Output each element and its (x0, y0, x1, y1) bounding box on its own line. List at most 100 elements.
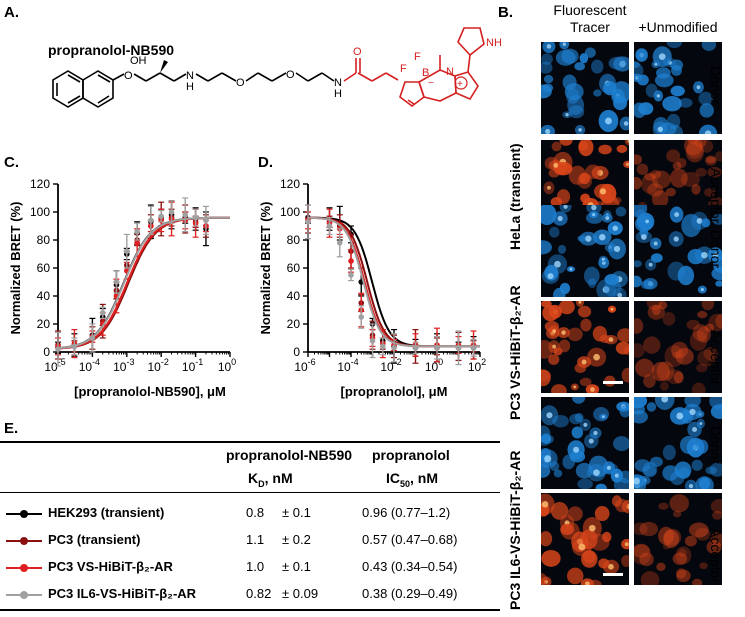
charge-minus: − (428, 78, 434, 89)
data-point (379, 343, 386, 350)
group-label-hela: HeLa (transient) (507, 143, 523, 250)
x-axis-label: [propranolol-NB590], μM (74, 384, 226, 399)
table-top-rule (0, 441, 500, 443)
data-point (55, 346, 61, 352)
stereo-wedge (160, 60, 168, 73)
linker-chain (112, 72, 335, 82)
fit-curve-4 (57, 216, 230, 350)
x-axis-label: [propranolol], μM (341, 384, 448, 399)
atom-n-ring: N (446, 66, 454, 78)
row-ic50-4: 0.38 (0.29–0.49) (362, 586, 458, 601)
row-name-3: PC3 VS-HiBiT-β₂-AR (48, 559, 173, 574)
donor-image-1-2 (634, 42, 722, 134)
data-point (182, 212, 189, 218)
atom-n-amine: N (186, 70, 194, 82)
data-point (148, 217, 154, 224)
donor-image-3-2 (634, 205, 722, 297)
y-axis-label: Normalized BRET (%) (8, 202, 23, 335)
fit-curve-2 (307, 216, 480, 348)
col-header-tracer-line2: Tracer (570, 19, 610, 35)
data-point (89, 335, 96, 341)
row-ic50-3: 0.43 (0.34–0.54) (362, 559, 458, 574)
atom-b: B (422, 67, 429, 79)
data-point (470, 345, 477, 351)
atom-h-amide: H (334, 88, 342, 100)
x-tick-label: 10-4 (79, 357, 100, 374)
legend-marker-4 (6, 591, 42, 599)
compound-name: propranolol-NB590 (48, 42, 175, 58)
naphthalene-ring (52, 70, 114, 108)
y-tick-label: 20 (287, 317, 301, 331)
data-point (412, 345, 419, 351)
data-point (326, 223, 333, 229)
donor-image-5-1 (541, 397, 629, 489)
atom-f1: F (400, 63, 407, 75)
col-header-unmodified: +Unmodified (638, 19, 718, 35)
table-col2-title: propranolol (372, 447, 450, 463)
y-tick-label: 100 (30, 205, 50, 219)
row-kd-4: 0.82 (246, 586, 272, 601)
row-name-1: HEK293 (transient) (48, 505, 165, 520)
chart-d: 0 20 40 60 80 100 120 10-6 10-4 10-2 100 102 Normali… (258, 177, 486, 399)
row-kd-err-2: ± 0.2 (282, 532, 311, 547)
panel-b-letter: B. (498, 4, 513, 21)
chemical-structure: O OH N H O O N H O F F B − N + NH (52, 27, 502, 108)
row-kd-1: 0.8 (246, 505, 265, 520)
data-point (124, 248, 130, 254)
x-tick-label: 102 (468, 357, 486, 374)
atom-o3: O (286, 69, 295, 81)
row-kd-3: 1.0 (246, 559, 265, 574)
data-point (158, 213, 164, 219)
data-point (348, 272, 354, 278)
y-tick-label: 120 (280, 177, 300, 191)
y-tick-label: 120 (30, 177, 50, 191)
panel-d-letter: D. (258, 154, 273, 171)
y-tick-label: 60 (37, 261, 51, 275)
data-point (336, 240, 343, 246)
y-tick-label: 80 (37, 233, 51, 247)
panel-c-letter: C. (4, 154, 19, 171)
donor-image-1-1 (541, 42, 629, 134)
atom-n-amide: N (334, 77, 342, 89)
table-col1-sub: KD, nM (248, 470, 293, 489)
legend-marker-2 (6, 537, 42, 545)
col-header-tracer-line1: Fluorescent (553, 2, 627, 18)
row-name-2: PC3 (transient) (48, 532, 141, 547)
bodipy-core (343, 27, 485, 107)
row-label-acceptor-2: Acceptor (708, 330, 724, 386)
x-tick-label: 10-4 (337, 357, 358, 374)
row-name-4: PC3 IL6-VS-HiBiT-β₂-AR (48, 586, 197, 601)
legend-marker-3 (6, 564, 42, 572)
data-point (391, 345, 397, 351)
y-tick-label: 60 (287, 261, 301, 275)
group-label-pc3-vs: PC3 VS-HiBiT-β₂-AR (507, 285, 523, 420)
data-point (203, 217, 209, 224)
data-point (455, 345, 462, 351)
row-label-donor-2: Donor (708, 230, 724, 269)
y-tick-label: 100 (280, 205, 300, 219)
x-tick-label: 100 (218, 357, 236, 374)
atom-nh-pyrrole: NH (486, 37, 502, 49)
x-tick-label: 100 (425, 357, 443, 374)
data-point (134, 228, 140, 235)
table-bottom-rule (0, 609, 500, 611)
group-label-pc3-il6: PC3 IL6-VS-HiBiT-β₂-AR (507, 450, 523, 610)
acceptor-image-6-1 (541, 493, 629, 585)
acceptor-image-6-2 (634, 493, 722, 585)
x-tick-label: 10-3 (113, 357, 134, 374)
x-tick-label: 10-5 (44, 357, 65, 374)
y-tick-label: 80 (287, 233, 301, 247)
x-tick-label: 10-2 (148, 357, 169, 374)
row-kd-err-1: ± 0.1 (282, 505, 311, 520)
row-label-acceptor-3: Acceptor (708, 528, 724, 584)
col-header-tracer: Fluorescent Tracer (545, 2, 635, 36)
atom-oh: OH (130, 55, 147, 67)
fit-curve-1 (308, 216, 480, 348)
row-label-acceptor-1: Acceptor (708, 168, 724, 224)
table-col1-title: propranolol-NB590 (226, 447, 353, 463)
data-point (305, 219, 311, 225)
donor-image-5-2 (634, 397, 722, 489)
acceptor-image-4-1 (541, 301, 629, 393)
row-ic50-1: 0.96 (0.77–1.2) (362, 505, 451, 520)
data-point (99, 310, 106, 316)
